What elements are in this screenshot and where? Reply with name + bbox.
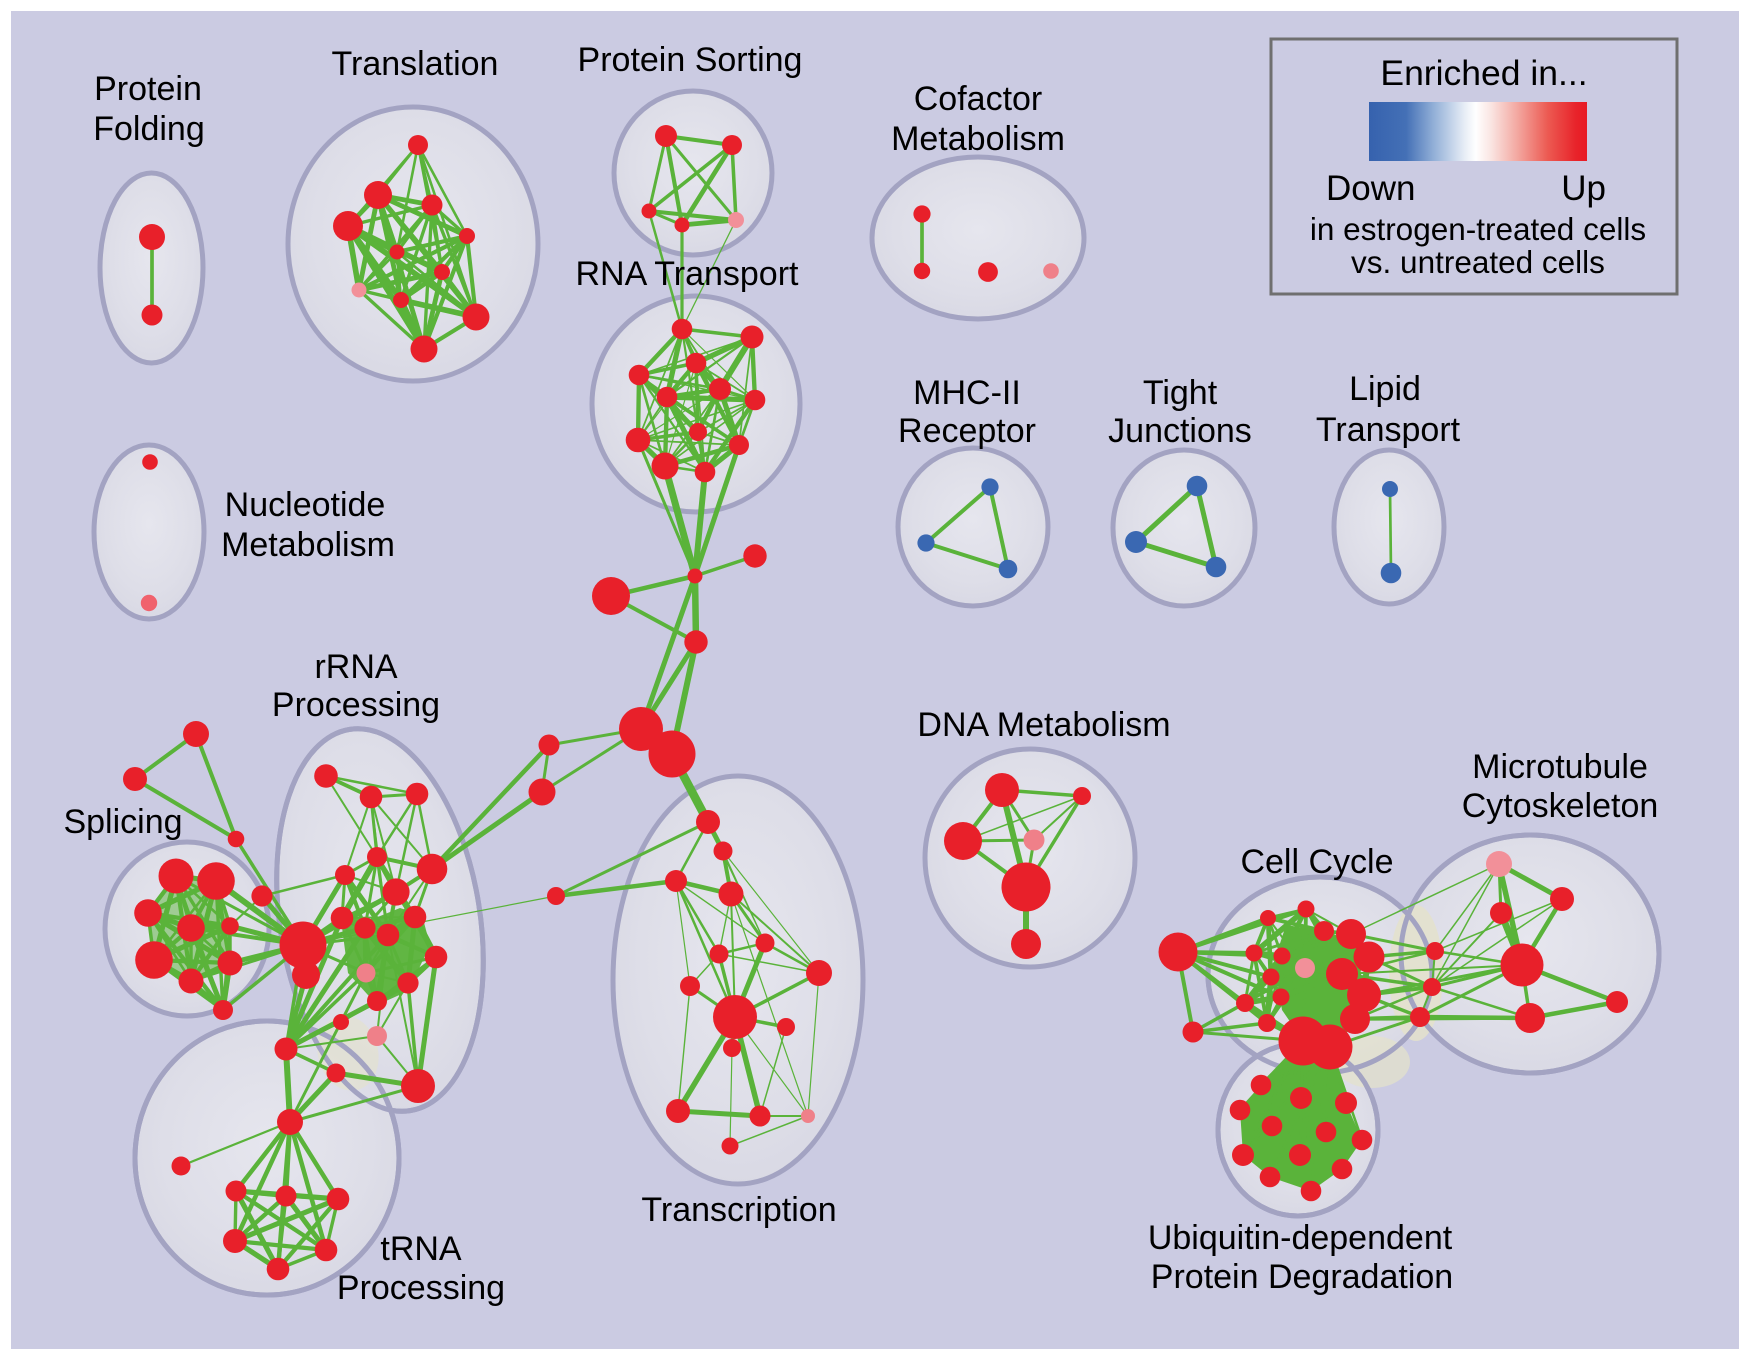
svg-text:MHC-II: MHC-II [913,374,1021,412]
svg-text:tRNA: tRNA [380,1230,462,1268]
svg-text:Tight: Tight [1143,374,1218,412]
svg-text:Up: Up [1561,169,1606,208]
svg-text:Folding: Folding [93,110,205,148]
svg-text:Microtubule: Microtubule [1472,748,1648,786]
svg-text:Translation: Translation [332,45,499,83]
svg-text:Enriched in...: Enriched in... [1380,53,1587,93]
svg-text:Lipid: Lipid [1349,370,1421,408]
svg-text:RNA Transport: RNA Transport [576,255,800,293]
svg-text:Metabolism: Metabolism [221,526,395,564]
svg-text:vs. untreated cells: vs. untreated cells [1351,244,1605,280]
svg-text:Transport: Transport [1316,411,1461,449]
svg-text:Metabolism: Metabolism [891,120,1065,158]
svg-text:rRNA: rRNA [314,648,397,686]
svg-text:Receptor: Receptor [898,412,1036,450]
svg-text:Nucleotide: Nucleotide [225,486,386,524]
svg-text:Splicing: Splicing [63,803,182,841]
svg-text:Ubiquitin-dependent: Ubiquitin-dependent [1148,1219,1453,1257]
svg-text:DNA Metabolism: DNA Metabolism [917,706,1170,744]
svg-text:Down: Down [1326,169,1415,208]
svg-text:Protein: Protein [94,70,202,108]
svg-text:Junctions: Junctions [1108,412,1252,450]
svg-text:Cofactor: Cofactor [914,80,1043,118]
svg-text:Cytoskeleton: Cytoskeleton [1462,787,1659,825]
svg-text:Transcription: Transcription [641,1191,836,1229]
svg-text:Protein Sorting: Protein Sorting [578,41,803,79]
svg-text:Protein Degradation: Protein Degradation [1151,1258,1453,1296]
svg-text:Processing: Processing [337,1269,505,1307]
svg-text:in estrogen-treated cells: in estrogen-treated cells [1310,211,1646,247]
svg-text:Processing: Processing [272,686,440,724]
svg-text:Cell Cycle: Cell Cycle [1240,843,1393,881]
